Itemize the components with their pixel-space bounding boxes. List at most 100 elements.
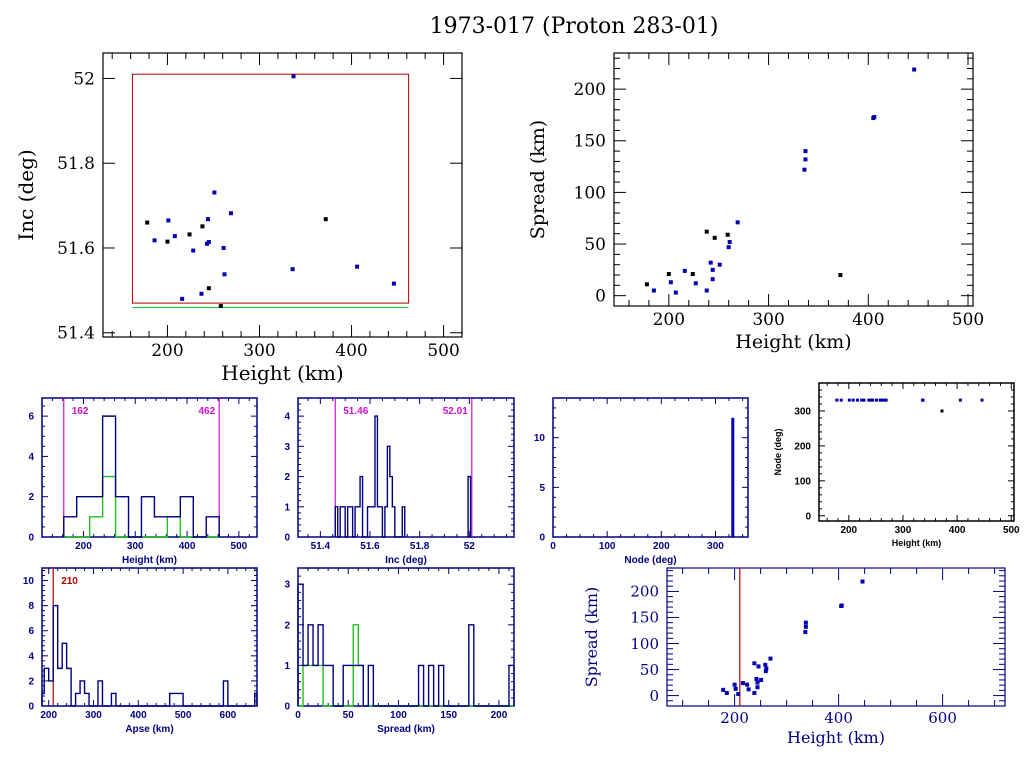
y-tick-label: 10 xyxy=(23,576,35,587)
x-tick-label: 100 xyxy=(599,541,616,552)
y-tick-label: 8 xyxy=(28,601,34,612)
data-point xyxy=(727,239,732,244)
y-tick-label: 200 xyxy=(574,80,606,100)
data-point xyxy=(712,235,717,240)
marker-label: 51.46 xyxy=(343,406,368,417)
node-vs-height-chart: 200 300 400 500 0 100 200 300 Height (km) Node (d… xyxy=(773,382,1020,548)
y-tick-label: 51.4 xyxy=(57,324,95,344)
y-tick-label: 1 xyxy=(284,502,290,513)
data-point xyxy=(693,281,698,286)
data-point xyxy=(958,398,962,402)
data-point xyxy=(218,304,223,309)
data-point xyxy=(666,271,671,276)
data-point xyxy=(745,682,750,687)
x-tick-label: 51.8 xyxy=(410,541,430,552)
x-tick-label: 200 xyxy=(491,710,508,721)
y-axis-label: Node (deg) xyxy=(773,429,783,476)
x-tick-label: 400 xyxy=(179,541,196,552)
data-point xyxy=(290,267,295,272)
y-tick-label: 5 xyxy=(539,483,545,494)
histogram-bin xyxy=(731,417,735,537)
data-point xyxy=(206,286,211,291)
x-tick-label: 500 xyxy=(1003,525,1020,536)
marker-label: 462 xyxy=(198,406,215,417)
data-point xyxy=(145,220,150,225)
x-axis-label: Inc (deg) xyxy=(385,555,427,566)
x-tick-label: 300 xyxy=(243,341,275,361)
x-tick-label: 400 xyxy=(852,310,884,330)
x-tick-label: 150 xyxy=(440,710,457,721)
x-axis-label: Node (deg) xyxy=(624,555,676,566)
y-tick-label: 6 xyxy=(28,626,34,637)
x-tick-label: 50 xyxy=(343,710,355,721)
x-tick-label: 52 xyxy=(464,541,476,552)
x-tick-label: 200 xyxy=(720,709,749,727)
data-point xyxy=(867,398,871,402)
y-tick-label: 150 xyxy=(630,609,659,627)
data-point xyxy=(746,687,751,692)
y-tick-label: 2 xyxy=(28,676,34,687)
x-tick-label: 400 xyxy=(335,341,367,361)
y-tick-label: 50 xyxy=(584,235,606,255)
y-tick-label: 4 xyxy=(28,452,34,463)
x-tick-label: 0 xyxy=(295,710,301,721)
data-point xyxy=(191,248,196,253)
data-point xyxy=(732,682,737,687)
data-point xyxy=(740,681,745,686)
y-tick-label: 0 xyxy=(805,511,811,522)
data-point xyxy=(717,262,722,267)
x-tick-label: 100 xyxy=(390,710,407,721)
y-tick-label: 100 xyxy=(794,476,811,487)
data-point xyxy=(851,398,855,402)
plot-frame xyxy=(41,397,258,538)
x-tick-label: 400 xyxy=(949,525,966,536)
y-tick-label: 0 xyxy=(284,533,290,544)
data-point xyxy=(733,686,738,691)
data-point xyxy=(355,264,360,269)
x-tick-label: 300 xyxy=(895,525,912,536)
data-point xyxy=(682,268,687,273)
data-point xyxy=(839,398,843,402)
y-tick-label: 100 xyxy=(574,183,606,203)
data-point xyxy=(291,74,296,79)
data-point xyxy=(752,690,757,695)
selection-box-red xyxy=(131,73,410,304)
data-point xyxy=(940,409,944,413)
height-histogram-chart: 200 300 400 500 0 2 4 6 Height (km) 162 462 xyxy=(28,397,258,566)
data-point xyxy=(803,620,808,625)
data-point xyxy=(690,271,695,276)
y-tick-label: 0 xyxy=(28,702,34,713)
x-tick-label: 300 xyxy=(707,541,724,552)
y-tick-label: 50 xyxy=(640,661,659,679)
data-point xyxy=(708,260,713,265)
plot-frame xyxy=(102,52,463,338)
x-axis-label: Height (km) xyxy=(787,728,885,747)
plot-frame xyxy=(552,397,749,538)
data-point xyxy=(152,238,157,243)
spread-vs-height-wide-chart: 200 400 600 0 50 100 150 200 Height (km) Spread (… xyxy=(582,567,1006,747)
data-point xyxy=(187,232,192,237)
data-point xyxy=(755,685,760,690)
data-point xyxy=(754,676,759,681)
y-tick-label: 52 xyxy=(73,69,95,89)
data-point xyxy=(222,272,227,277)
data-point xyxy=(651,288,656,293)
y-tick-label: 51.6 xyxy=(57,239,95,259)
x-tick-label: 0 xyxy=(550,541,556,552)
data-point xyxy=(725,232,730,237)
data-point xyxy=(764,666,769,671)
y-tick-label: 1 xyxy=(284,661,290,672)
y-tick-label: 3 xyxy=(284,580,290,591)
marker-label: 210 xyxy=(61,576,78,587)
x-tick-label: 200 xyxy=(40,710,57,721)
data-point xyxy=(838,273,843,278)
spread-vs-height-chart: 200 300 400 500 0 50 100 150 200 Height (km) Sprea… xyxy=(527,52,984,353)
y-tick-label: 200 xyxy=(630,583,659,601)
plot-frame xyxy=(666,567,1006,707)
spread-histogram-chart: 0 50 100 150 200 0 1 2 3 Spread (km) xyxy=(284,567,515,735)
y-tick-label: 100 xyxy=(630,635,659,653)
data-point xyxy=(721,687,726,692)
apse-histogram-chart: 200 300 400 500 600 0 2 4 6 8 10 Apse (km) 210 xyxy=(23,567,258,735)
data-point xyxy=(710,277,715,282)
data-point xyxy=(756,664,761,669)
